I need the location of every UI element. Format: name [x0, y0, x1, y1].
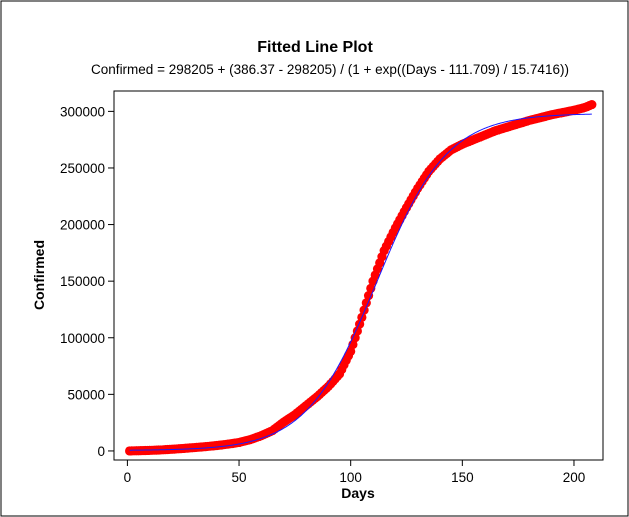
- y-tick-label: 50000: [67, 387, 105, 402]
- data-point: [587, 99, 597, 110]
- y-axis-label: Confirmed: [31, 240, 47, 310]
- y-tick-label: 150000: [60, 274, 105, 289]
- y-tick-label: 0: [97, 444, 105, 459]
- x-tick-label: 50: [232, 470, 247, 485]
- y-tick-label: 300000: [60, 104, 105, 119]
- y-tick-label: 200000: [60, 218, 105, 233]
- plot-area: [113, 90, 604, 461]
- x-tick-label: 0: [124, 470, 132, 485]
- fitted-line-layer: [129, 113, 592, 451]
- x-tick-label: 200: [563, 470, 586, 485]
- y-tick-label: 100000: [60, 331, 105, 346]
- fitted-line: [129, 113, 592, 451]
- chart-subtitle: Confirmed = 298205 + (386.37 - 298205) /…: [91, 62, 569, 77]
- x-tick-label: 100: [339, 470, 362, 485]
- chart-title: Fitted Line Plot: [257, 39, 373, 56]
- data-point: [363, 291, 374, 301]
- x-axis-label: Days: [341, 485, 375, 501]
- y-tick-label: 250000: [60, 161, 105, 176]
- y-axis: 0 50000 100000 150000 200000 250000 300000: [60, 104, 114, 459]
- x-tick-label: 150: [451, 470, 474, 485]
- x-axis: 0 50 100 150 200: [124, 460, 586, 485]
